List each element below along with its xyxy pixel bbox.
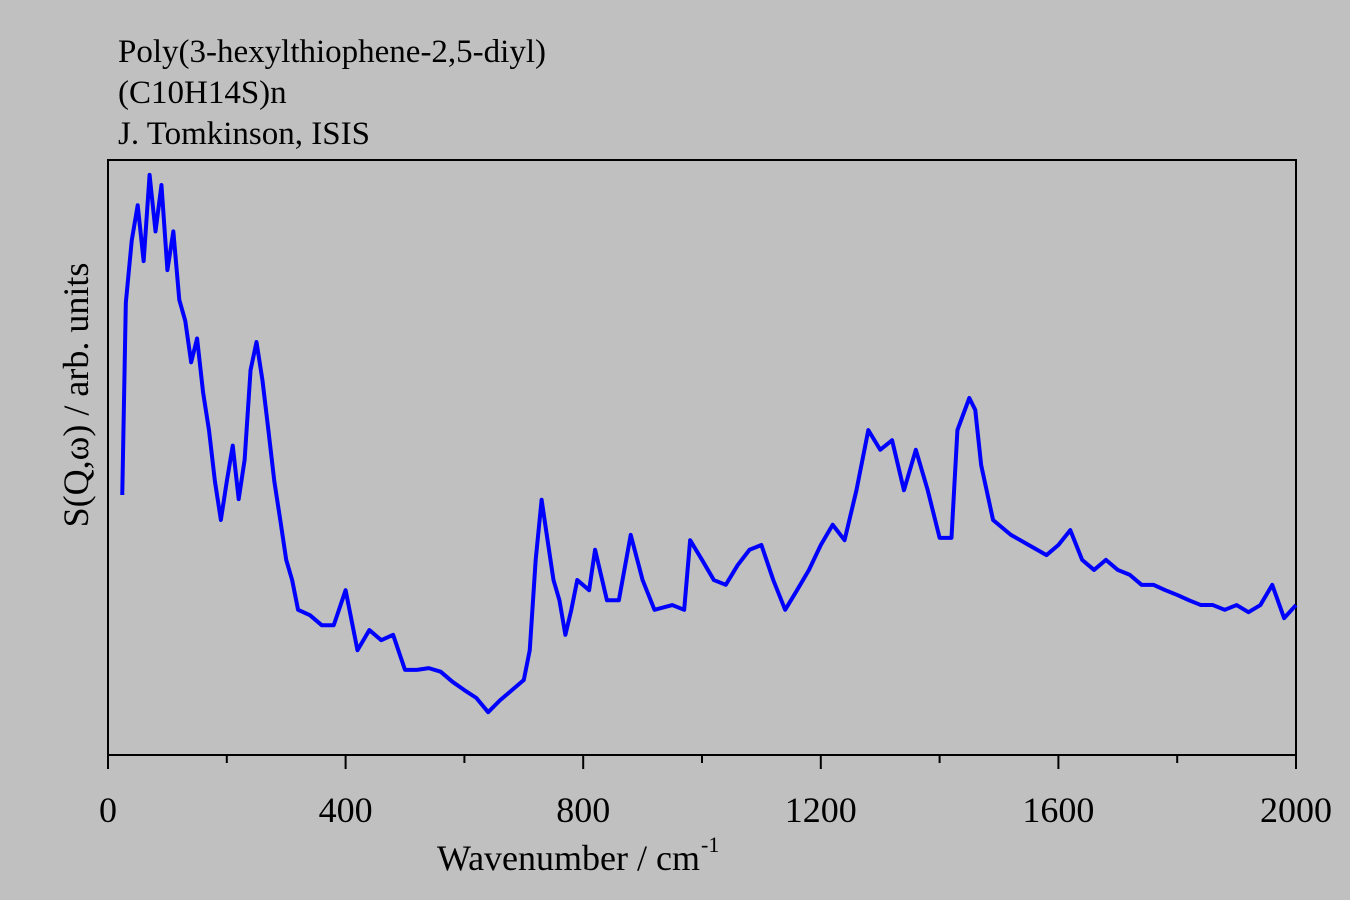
annotation: J. Tomkinson, ISIS [118,116,370,152]
annotation: Poly(3-hexylthiophene-2,5-diyl) [118,34,546,70]
y-axis-label: S(Q,ω) / arb. units [56,263,96,528]
x-tick-label: 1600 [1022,790,1094,830]
x-axis-label-superscript: -1 [701,832,719,857]
x-tick-label: 800 [556,790,610,830]
x-tick-label: 0 [99,790,117,830]
spectrum-line [120,172,1298,715]
plot-frame [107,159,1297,756]
x-tick-label: 2000 [1260,790,1332,830]
x-tick-label: 1200 [785,790,857,830]
annotation: (C10H14S)n [118,75,287,111]
x-tick-label: 400 [319,790,373,830]
x-axis-label: Wavenumber / cm [437,838,700,878]
